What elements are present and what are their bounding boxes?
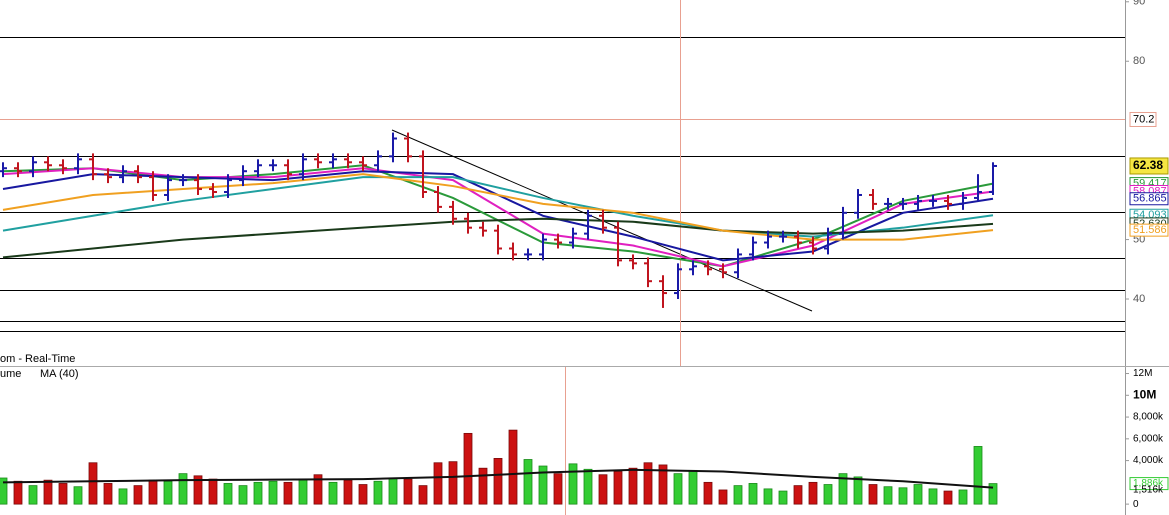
last-volume-box bbox=[1129, 477, 1169, 491]
volume-bar bbox=[223, 483, 233, 505]
volume-bar bbox=[448, 461, 458, 505]
volume-bar bbox=[793, 485, 803, 505]
volume-bar bbox=[58, 483, 68, 505]
last-value-label: 56.865 bbox=[1133, 193, 1167, 205]
last-value-label: 51.586 bbox=[1133, 224, 1167, 236]
y-tick-label: 40 bbox=[1133, 293, 1145, 305]
volume-bar bbox=[688, 469, 698, 505]
volume-bar bbox=[463, 432, 473, 505]
volume-bar bbox=[613, 471, 623, 505]
volume-bar bbox=[328, 481, 338, 505]
volume-ma-last-label: 1,516k bbox=[1133, 484, 1164, 495]
volume-bar bbox=[658, 464, 668, 505]
last-close-box bbox=[1129, 157, 1169, 175]
volume-bar bbox=[823, 484, 833, 505]
volume-bar bbox=[298, 478, 308, 505]
last-value-box bbox=[1129, 223, 1169, 237]
last-close-label: 62.38 bbox=[1133, 158, 1163, 172]
y-tick-label: 12M bbox=[1133, 368, 1152, 379]
volume-bar bbox=[403, 478, 413, 505]
volume-bar bbox=[988, 483, 998, 505]
volume-bar bbox=[673, 473, 683, 505]
volume-bar bbox=[0, 477, 8, 505]
volume-bar bbox=[583, 468, 593, 505]
volume-bar bbox=[778, 490, 788, 505]
volume-bar bbox=[748, 483, 758, 505]
volume-bar bbox=[703, 481, 713, 505]
volume-ma-name: MA (40) bbox=[40, 368, 79, 380]
chart-title: om - Real-Time bbox=[0, 353, 75, 365]
volume-bar bbox=[853, 476, 863, 505]
volume-bar bbox=[958, 489, 968, 505]
marker-level-box bbox=[1129, 111, 1157, 127]
volume-bar bbox=[598, 474, 608, 505]
volume-bar bbox=[373, 480, 383, 505]
volume-bar bbox=[838, 473, 848, 505]
volume-bar bbox=[928, 488, 938, 505]
volume-bar bbox=[523, 459, 533, 505]
volume-bar bbox=[268, 480, 278, 505]
y-tick-label: 80 bbox=[1133, 55, 1145, 67]
volume-bar bbox=[313, 474, 323, 505]
volume-bar bbox=[343, 479, 353, 505]
y-tick-label: 90 bbox=[1133, 0, 1145, 8]
volume-bar bbox=[628, 467, 638, 505]
volume-bar bbox=[238, 485, 248, 505]
volume-bar bbox=[643, 462, 653, 505]
volume-bar bbox=[763, 488, 773, 505]
volume-bar bbox=[973, 446, 983, 505]
volume-bar bbox=[898, 487, 908, 505]
volume-bar bbox=[358, 484, 368, 505]
volume-bar bbox=[418, 485, 428, 505]
volume-bar bbox=[88, 462, 98, 505]
marker-level-label: 70.2 bbox=[1133, 113, 1154, 125]
volume-bar bbox=[433, 462, 443, 505]
volume-bar bbox=[13, 480, 23, 505]
y-tick-label: 10M bbox=[1133, 387, 1156, 401]
volume-bar bbox=[28, 485, 38, 505]
last-value-box bbox=[1129, 192, 1169, 206]
last-volume-label: 1,886k bbox=[1133, 478, 1164, 489]
y-tick-label: 0 bbox=[1133, 499, 1139, 510]
volume-bar bbox=[493, 458, 503, 505]
volume-bar bbox=[283, 481, 293, 505]
volume-bar bbox=[163, 480, 173, 505]
volume-ma bbox=[2, 468, 994, 489]
volume-bar bbox=[733, 485, 743, 505]
volume-title: ume bbox=[0, 368, 21, 380]
y-tick-label: 8,000k bbox=[1133, 412, 1164, 423]
volume-bar bbox=[118, 488, 128, 505]
drawn-levels bbox=[0, 37, 1125, 332]
volume-bar bbox=[178, 473, 188, 505]
volume-bar bbox=[508, 429, 518, 505]
y-tick-label: 4,000k bbox=[1133, 455, 1164, 466]
volume-bar bbox=[73, 486, 83, 505]
volume-bar bbox=[943, 490, 953, 505]
volume-bar bbox=[568, 463, 578, 505]
volume-bar bbox=[553, 473, 563, 505]
volume-bar bbox=[868, 484, 878, 505]
volume-bar bbox=[253, 481, 263, 505]
volume-bar bbox=[538, 465, 548, 505]
volume-bar bbox=[43, 479, 53, 505]
volume-bar bbox=[193, 475, 203, 505]
y-tick-label: 6,000k bbox=[1133, 433, 1164, 444]
volume-bar bbox=[718, 489, 728, 505]
volume-bar bbox=[388, 477, 398, 505]
volume-bar bbox=[103, 483, 113, 505]
volume-bar bbox=[148, 479, 158, 505]
volume-bar bbox=[808, 481, 818, 505]
volume-bar bbox=[883, 486, 893, 505]
volume-bar bbox=[208, 478, 218, 505]
volume-bar bbox=[133, 485, 143, 505]
volume-bar bbox=[913, 484, 923, 505]
volume-bar bbox=[478, 467, 488, 505]
